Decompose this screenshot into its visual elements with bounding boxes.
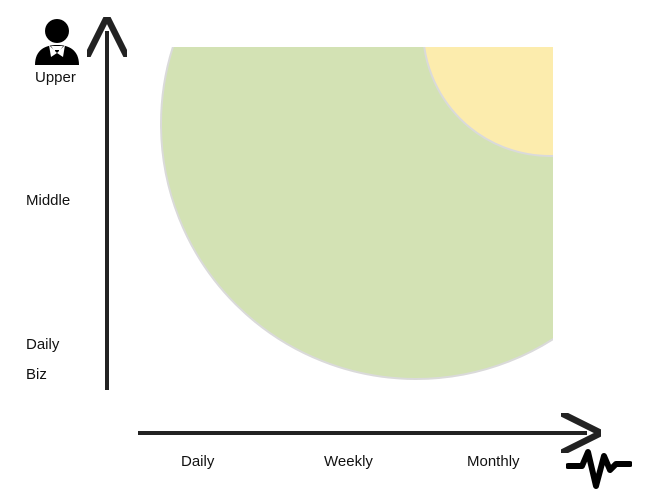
y-label-daily: Daily <box>26 336 60 353</box>
y-label-upper: Upper <box>35 69 76 86</box>
x-label-weekly: Weekly <box>324 453 373 470</box>
x-label-daily: Daily <box>181 453 215 470</box>
x-label-monthly: Monthly <box>467 453 520 470</box>
y-label-middle: Middle <box>26 192 71 209</box>
y-label-biz: Biz <box>26 366 47 383</box>
pulse-icon <box>565 440 633 490</box>
person-icon <box>31 17 83 67</box>
diagram-plot-area <box>160 47 553 387</box>
